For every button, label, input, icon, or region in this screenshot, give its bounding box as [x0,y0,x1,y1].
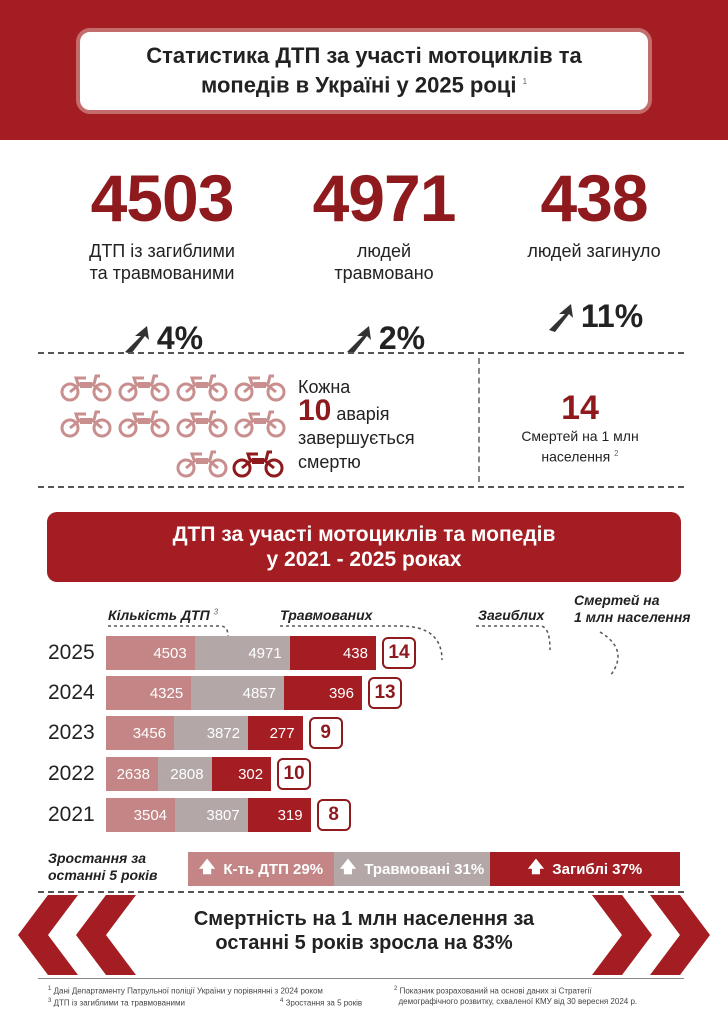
page-title-line2: мопедів в Україні у 2025 році 1 [200,72,528,98]
stat-change: 4% [52,320,272,357]
bar-injured: 4857 [191,676,284,710]
rate-badge: 14 [381,637,416,669]
growth-killed: 🡅 Загиблі 37% [490,852,680,886]
every-tenth-text: Кожна 10 аварія завершується смертю [298,377,415,472]
bar-killed: 302 [211,757,272,791]
bar-dtp: 2638 [106,757,158,791]
footnote-4: 4 Зростання за 5 років [280,998,363,1008]
rate-badge: 8 [316,799,351,831]
trend-up-icon [346,325,371,354]
divider [38,891,684,893]
chevron-left-icon [18,895,78,975]
page-title-line1: Статистика ДТП за участі мотоциклів та [146,43,582,69]
bar-dtp: 4325 [106,676,192,710]
bar-killed: 396 [284,676,362,710]
divider [478,358,480,482]
title-box: Статистика ДТП за участі мотоциклів та м… [76,28,652,114]
bar-injured: 3807 [175,798,248,832]
motorcycle-icon [60,372,112,402]
motorcycle-icon [118,372,170,402]
bar-dtp: 4503 [106,636,195,670]
header-connectors [108,625,619,677]
stat-value: 4503 [90,161,235,235]
motorcycle-icon [60,408,112,438]
bar-dtp: 3504 [106,798,176,832]
bar-killed: 319 [247,798,311,832]
rate-badge: 13 [368,677,403,709]
motorcycle-icon [176,448,228,478]
rate-badge: 10 [277,758,312,790]
year-label: 2024 [48,681,95,704]
chevron-right-icon [650,895,710,975]
stat-value: 438 [540,161,648,235]
growth-injured: 🡅 Травмовані 31% [334,852,490,886]
divider [38,978,684,979]
growth-dtp: 🡅 К-ть ДТП 29% [188,852,334,886]
bar-injured: 4971 [194,636,290,670]
bar-killed: 438 [289,636,376,670]
motorcycle-icon [234,372,286,402]
header-dtp: Кількість ДТП 3 [108,607,219,623]
stat-crashes: 4503 ДТП із загиблими та травмованими 4% [52,160,272,357]
stat-label: ДТП із загиблими та травмованими [89,241,235,283]
footnote-3: 3 ДТП із загиблими та травмованими [48,998,185,1008]
chevron-right-icon [592,895,652,975]
trend-up-icon [124,325,149,354]
motorcycle-icon [118,408,170,438]
header-injured: Травмованих [280,607,373,623]
header-rate: Смертей на 1 млн населення [574,592,691,625]
arrow-up-icon: 🡅 [339,858,357,876]
year-label: 2021 [48,803,95,826]
header-killed: Загиблих [478,607,545,623]
motorcycle-icon [176,372,228,402]
year-label: 2025 [48,641,95,664]
rate-badge: 9 [308,717,343,749]
year-label: 2022 [48,762,95,785]
bar-killed: 277 [248,716,303,750]
stat-injured: 4971 людей травмовано 2% [274,160,494,357]
motorcycle-highlight-icon [232,448,284,478]
stat-label: людей загинуло [527,241,661,261]
divider [38,352,684,354]
stat-change: 11% [484,298,704,335]
arrow-up-icon: 🡅 [198,858,216,876]
year-label: 2023 [48,721,95,744]
stat-change: 2% [274,320,494,357]
chevron-left-icon [76,895,136,975]
trend-up-icon [548,303,573,332]
conclusion: Смертність на 1 млн населення за останні… [193,908,535,954]
bar-dtp: 3456 [106,716,175,750]
stat-value: 4971 [312,161,457,235]
motorcycle-icon [234,408,286,438]
stat-label: людей травмовано [334,241,434,283]
bar-injured: 3872 [174,716,249,750]
arrow-up-icon: 🡅 [527,858,545,876]
divider [38,486,684,488]
deaths-per-million: 14 Смертей на 1 млн населення 2 [521,389,639,465]
growth-label: Зростання за останні 5 років [48,850,158,883]
section-title: ДТП за участі мотоциклів та мопедів у 20… [47,512,681,582]
motorcycle-icon [176,408,228,438]
stat-killed: 438 людей загинуло 11% [484,160,704,335]
bar-injured: 2808 [157,757,212,791]
footnote-1: 1 Дані Департаменту Патрульної поліції У… [48,986,323,996]
footnote-2: 2 Показник розрахований на основі даних … [394,986,638,1006]
